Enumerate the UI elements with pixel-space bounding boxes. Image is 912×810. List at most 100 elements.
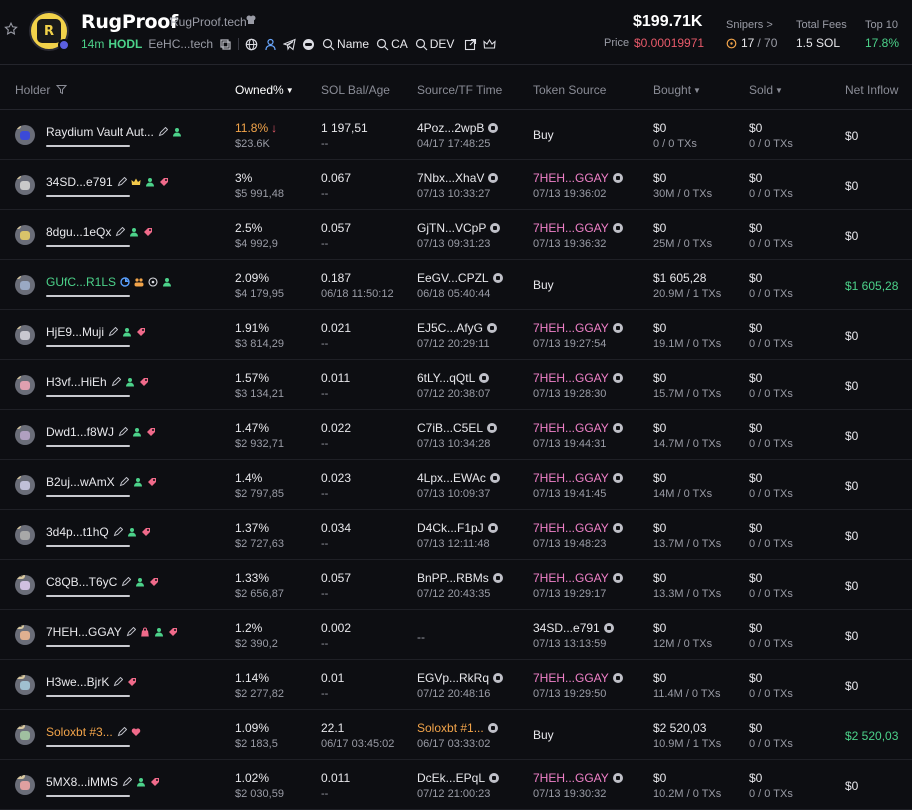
copy-icon[interactable] — [219, 38, 232, 51]
holder-row[interactable]: 9 3d4p...t1hQ 1.37% $2 727,63 0.034 -- D4Ck...… — [0, 510, 912, 560]
funding-source[interactable]: GjTN...VCpP — [417, 221, 501, 235]
holder-row[interactable]: 1 Raydium Vault Aut... 11.8% ↓ $23.6K 1 197,5… — [0, 110, 912, 160]
holder-row[interactable]: 6 H3vf...HiEh 1.57% $3 134,21 0.011 -- 6tLY...… — [0, 360, 912, 410]
holder-address[interactable]: Dwd1...f8WJ — [46, 425, 156, 439]
token-source[interactable]: Buy — [533, 128, 554, 142]
holder-address[interactable]: 8dgu...1eQx — [46, 225, 153, 239]
funding-source[interactable]: DcEk...EPqL — [417, 771, 500, 785]
holder-row[interactable]: 10 C8QB...T6yC 1.33% $2 656,87 0.057 -- BnPP..… — [0, 560, 912, 610]
edit-icon[interactable] — [117, 177, 127, 187]
solscan-icon[interactable] — [492, 273, 503, 283]
holder-address[interactable]: 5MX8...iMMS — [46, 775, 160, 789]
solscan-icon[interactable] — [612, 423, 623, 433]
globe-icon[interactable] — [245, 38, 258, 51]
edit-icon[interactable] — [117, 727, 127, 737]
holder-row[interactable]: 14 5MX8...iMMS 1.02% $2 030,59 0.011 -- DcEk..… — [0, 760, 912, 810]
holder-row[interactable]: 8 B2uj...wAmX 1.4% $2 797,85 0.023 -- 4Lpx...E… — [0, 460, 912, 510]
external-link-icon[interactable] — [464, 38, 477, 51]
holder-address[interactable]: Raydium Vault Aut... — [46, 125, 182, 139]
holder-address[interactable]: C8QB...T6yC — [46, 575, 159, 589]
solscan-icon[interactable] — [612, 173, 623, 183]
solscan-icon[interactable] — [487, 323, 498, 333]
holder-address[interactable]: GUfC...R1LS — [46, 275, 172, 289]
solscan-icon[interactable] — [492, 573, 503, 583]
edit-icon[interactable] — [111, 377, 121, 387]
solscan-icon[interactable] — [487, 523, 498, 533]
holder-row[interactable]: 11 7HEH...GGAY 1.2% $2 390,2 0.002 -- -- 34SD..… — [0, 610, 912, 660]
solscan-icon[interactable] — [612, 473, 623, 483]
col-owned[interactable]: Owned% ▼ — [235, 83, 294, 97]
token-site[interactable]: RugProof.tech — [170, 15, 247, 29]
holder-address[interactable]: 3d4p...t1hQ — [46, 525, 151, 539]
col-source-time[interactable]: Source/TF Time — [417, 83, 503, 97]
holder-row[interactable]: 12 H3we...BjrK 1.14% $2 277,82 0.01 -- EGVp...… — [0, 660, 912, 710]
search-dev-button[interactable]: DEV — [415, 37, 454, 51]
holder-address[interactable]: 34SD...e791 — [46, 175, 169, 189]
solscan-icon[interactable] — [488, 123, 499, 133]
funding-source[interactable]: D4Ck...F1pJ — [417, 521, 498, 535]
token-source[interactable]: 7HEH...GGAY — [533, 321, 623, 335]
funding-source[interactable]: EJ5C...AfyG — [417, 321, 498, 335]
funding-source[interactable]: EGVp...RkRq — [417, 671, 504, 685]
crown-icon[interactable] — [483, 38, 497, 51]
solscan-icon[interactable] — [479, 373, 490, 383]
funding-source[interactable]: 4Lpx...EWAc — [417, 471, 500, 485]
token-source[interactable]: Buy — [533, 278, 554, 292]
edit-icon[interactable] — [115, 227, 126, 237]
funding-source[interactable]: BnPP...RBMs — [417, 571, 503, 585]
telegram-icon[interactable] — [283, 38, 296, 51]
user-icon[interactable] — [264, 38, 277, 51]
solscan-icon[interactable] — [612, 573, 623, 583]
holder-row[interactable]: 7 Dwd1...f8WJ 1.47% $2 932,71 0.022 -- C7iB...… — [0, 410, 912, 460]
funding-source[interactable]: EeGV...CPZL — [417, 271, 503, 285]
solscan-icon[interactable] — [612, 223, 623, 233]
token-source[interactable]: 7HEH...GGAY — [533, 771, 623, 785]
col-sold[interactable]: Sold ▼ — [749, 83, 783, 97]
solscan-icon[interactable] — [612, 523, 623, 533]
solscan-icon[interactable] — [488, 173, 499, 183]
funding-source[interactable]: 4Poz...2wpB — [417, 121, 499, 135]
token-source[interactable]: Buy — [533, 728, 554, 742]
funding-source[interactable]: -- — [417, 630, 425, 644]
funding-source[interactable]: Soloxbt #1... — [417, 721, 498, 735]
col-net-inflow[interactable]: Net Inflow — [845, 83, 899, 97]
edit-icon[interactable] — [126, 627, 136, 637]
holder-row[interactable]: 3 8dgu...1eQx 2.5% $4 992,9 0.057 -- GjTN...VC… — [0, 210, 912, 260]
edit-icon[interactable] — [113, 677, 124, 687]
holder-row[interactable]: 2 34SD...e791 3% $5 991,48 0.067 -- 7Nbx...Xha… — [0, 160, 912, 210]
holder-row[interactable]: 5 HjE9...Muji 1.91% $3 814,29 0.021 -- EJ5C...… — [0, 310, 912, 360]
holder-address[interactable]: H3vf...HiEh — [46, 375, 149, 389]
solscan-icon[interactable] — [612, 773, 623, 783]
token-source[interactable]: 7HEH...GGAY — [533, 371, 623, 385]
filter-icon[interactable] — [55, 84, 67, 95]
col-token-source[interactable]: Token Source — [533, 83, 607, 97]
solscan-icon[interactable] — [487, 423, 498, 433]
funding-source[interactable]: C7iB...C5EL — [417, 421, 498, 435]
solscan-icon[interactable] — [489, 473, 500, 483]
col-bought[interactable]: Bought ▼ — [653, 83, 701, 97]
funding-source[interactable]: 6tLY...qQtL — [417, 371, 490, 385]
token-source[interactable]: 7HEH...GGAY — [533, 471, 623, 485]
col-sol-bal[interactable]: SOL Bal/Age — [321, 83, 390, 97]
edit-icon[interactable] — [113, 527, 123, 537]
token-source[interactable]: 7HEH...GGAY — [533, 421, 623, 435]
search-name-button[interactable]: Name — [322, 37, 369, 51]
solscan-icon[interactable] — [612, 373, 623, 383]
edit-icon[interactable] — [108, 327, 119, 337]
edit-icon[interactable] — [118, 427, 129, 437]
token-source[interactable]: 7HEH...GGAY — [533, 671, 623, 685]
solscan-icon[interactable] — [493, 673, 504, 683]
holder-address[interactable]: B2uj...wAmX — [46, 475, 157, 489]
holder-address[interactable]: 7HEH...GGAY — [46, 625, 178, 639]
edit-icon[interactable] — [122, 777, 133, 787]
edit-icon[interactable] — [121, 577, 132, 587]
holder-row[interactable]: 4 GUfC...R1LS 2.09% $4 179,95 0.187 06/18 11:… — [0, 260, 912, 310]
snipers-label[interactable]: Snipers > — [726, 19, 773, 31]
token-source[interactable]: 7HEH...GGAY — [533, 571, 623, 585]
holder-address[interactable]: Soloxbt #3... — [46, 725, 141, 739]
solscan-icon[interactable] — [489, 773, 500, 783]
edit-icon[interactable] — [158, 127, 168, 137]
funding-source[interactable]: 7Nbx...XhaV — [417, 171, 499, 185]
solscan-icon[interactable] — [612, 673, 623, 683]
token-source[interactable]: 7HEH...GGAY — [533, 221, 623, 235]
